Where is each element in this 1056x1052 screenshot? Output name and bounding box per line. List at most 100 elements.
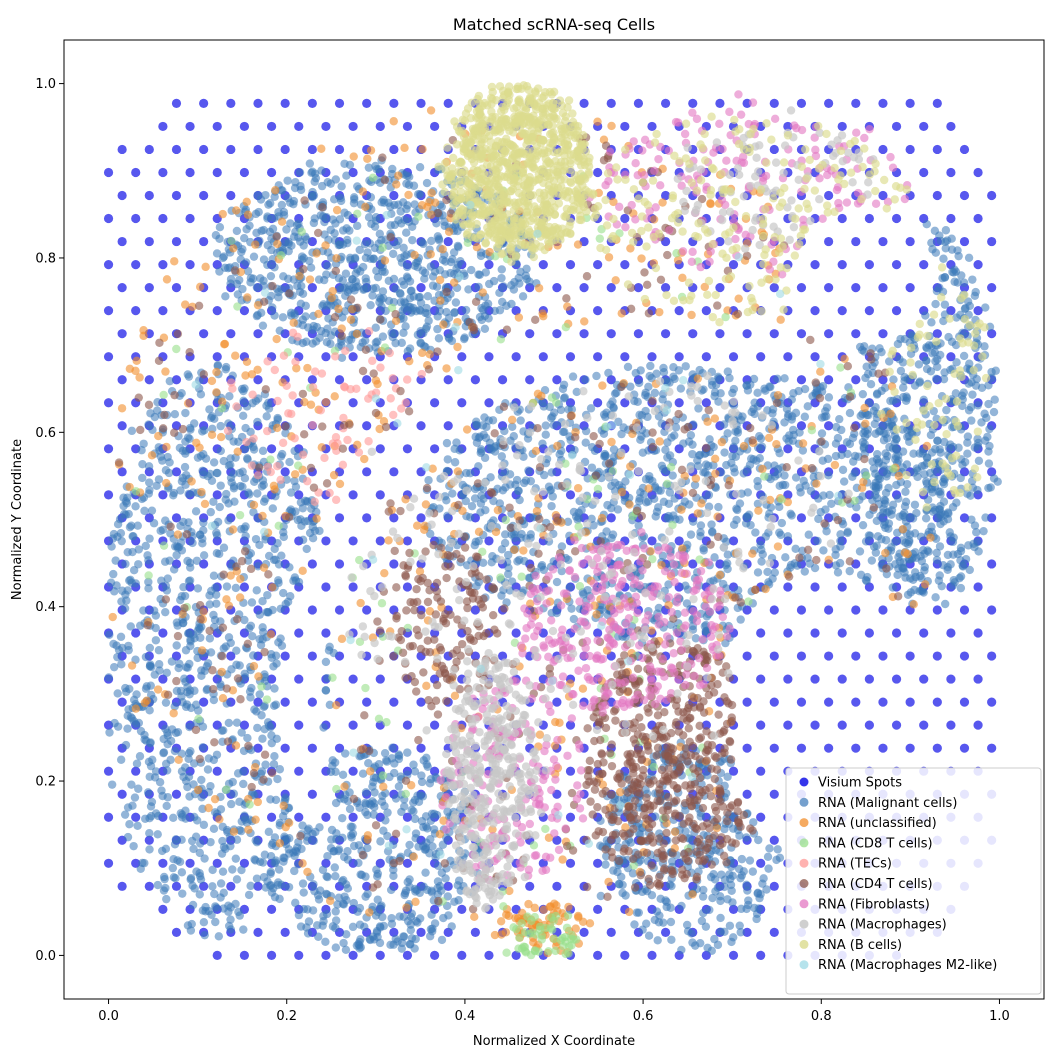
cell-point: [251, 836, 260, 845]
cell-point: [121, 590, 130, 599]
cell-point: [170, 746, 180, 756]
cell-point: [133, 521, 142, 530]
visium-spot-point: [294, 950, 304, 961]
visium-spot-point: [416, 743, 426, 753]
cell-point: [964, 379, 973, 388]
cell-point: [107, 542, 116, 551]
cell-point: [240, 811, 249, 820]
cell-point: [229, 469, 238, 478]
visium-spot-point: [973, 259, 983, 270]
cell-point: [932, 548, 941, 558]
visium-spot-point: [851, 513, 861, 523]
cell-point: [688, 517, 698, 526]
cell-point: [434, 334, 444, 343]
cell-point: [753, 568, 763, 577]
visium-spot-point: [253, 743, 263, 753]
cell-point: [209, 458, 219, 467]
cell-point: [246, 881, 255, 891]
cell-point: [949, 268, 958, 277]
cell-point: [424, 316, 433, 325]
cell-point: [783, 532, 793, 541]
visium-spot-point: [171, 421, 182, 431]
visium-spot-point: [239, 167, 250, 178]
cell-point: [199, 518, 208, 527]
visium-spot-point: [362, 421, 372, 431]
visium-spot-point: [851, 743, 861, 753]
cell-point: [146, 409, 155, 418]
cell-point: [366, 300, 375, 310]
cell-point: [423, 309, 432, 318]
cell-point: [215, 549, 224, 559]
visium-spot-point: [824, 190, 834, 201]
cell-point: [267, 738, 276, 748]
visium-spot-point: [987, 559, 997, 569]
cell-point: [133, 821, 142, 831]
visium-spot-point: [891, 213, 902, 224]
cell-point: [838, 465, 848, 475]
cell-point: [410, 261, 419, 270]
cell-point: [273, 774, 282, 784]
cell-point: [140, 506, 149, 516]
cell-point: [116, 755, 126, 764]
cell-point: [415, 292, 425, 302]
visium-spot-point: [103, 444, 114, 454]
cell-point: [842, 438, 852, 447]
cell-point: [290, 183, 300, 193]
cell-point: [914, 360, 924, 369]
cell-point: [984, 399, 993, 409]
cell-point: [522, 274, 531, 284]
cell-point: [378, 267, 387, 276]
cell-point: [252, 283, 262, 292]
cell-point: [295, 168, 305, 177]
cell-point: [188, 900, 198, 910]
cell-point: [244, 488, 253, 497]
cell-point: [125, 684, 134, 694]
visium-spot-point: [837, 213, 847, 224]
cell-point: [686, 430, 696, 440]
cell-point: [888, 396, 898, 405]
cell-point: [192, 556, 202, 565]
visium-spot-point: [728, 766, 739, 776]
cell-point: [501, 530, 510, 539]
cell-point: [145, 662, 155, 671]
visium-spot-point: [579, 283, 589, 293]
cell-point: [933, 436, 942, 446]
cell-point: [922, 477, 931, 486]
cell-point: [539, 402, 549, 411]
cell-point: [185, 722, 194, 732]
cell-point: [862, 362, 871, 371]
visium-spot-point: [199, 697, 209, 707]
cell-point: [961, 554, 971, 564]
visium-spot-point: [307, 559, 317, 569]
cell-point: [226, 274, 236, 284]
cell-point: [241, 531, 250, 541]
cell-point: [368, 782, 377, 791]
visium-spot-point: [144, 835, 154, 845]
visium-spot-point: [796, 605, 807, 615]
cell-point: [270, 751, 279, 761]
cell-point: [555, 450, 564, 459]
cell-point: [963, 449, 972, 458]
visium-spot-point: [171, 927, 182, 937]
cell-point: [264, 827, 274, 837]
cell-point: [350, 254, 360, 264]
cell-point: [259, 480, 268, 490]
cell-point: [633, 397, 642, 407]
cell-point: [636, 488, 645, 497]
cell-point: [474, 536, 483, 546]
cell-point: [199, 820, 209, 830]
cell-point: [664, 511, 673, 521]
cell-point: [221, 642, 230, 651]
cell-point: [966, 491, 975, 500]
cell-point: [873, 389, 882, 398]
visium-spot-point: [919, 259, 929, 270]
cell-point: [645, 371, 654, 381]
visium-spot-point: [117, 697, 127, 707]
cell-point: [253, 417, 262, 427]
cell-point: [303, 836, 312, 845]
cell-point: [286, 219, 295, 228]
visium-spot-point: [959, 697, 970, 707]
cell-point: [845, 566, 854, 576]
cell-point: [519, 478, 529, 488]
